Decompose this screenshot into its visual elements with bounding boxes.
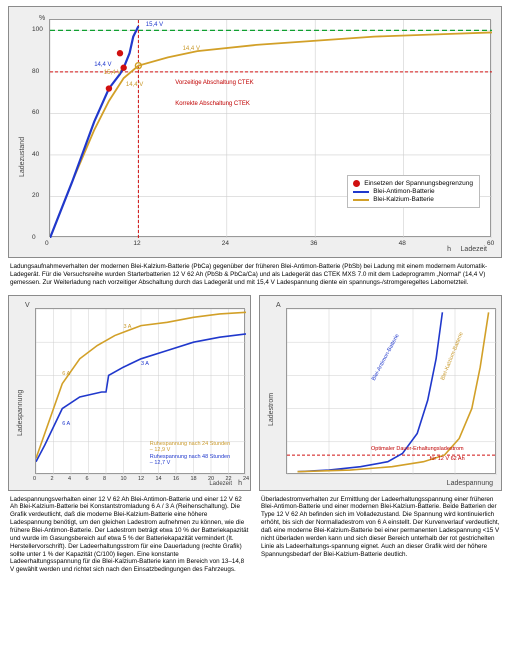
top-y-label: Ladezustand [19, 137, 26, 177]
bl-x-unit: h [238, 480, 242, 487]
bl-chart-panel: Ladespannung V h Ladezeit 02468101214161… [8, 295, 251, 491]
legend-blue-line-icon [353, 191, 369, 193]
top-plot-area: Einsetzen der Spannungsbegrenzung Blei-A… [49, 19, 491, 237]
legend-yellow-line-icon [353, 199, 369, 201]
br-x-label: Ladespannung [447, 480, 493, 487]
br-plot-area: Blei-Antimon-BatterieBlei-Kalzium-Batter… [286, 308, 496, 474]
bl-caption: Ladespannungsverhalten einer 12 V 62 Ah … [10, 496, 249, 575]
br-y-label: Ladestrom [268, 393, 275, 426]
top-caption: Ladungsaufnahmeverhalten der modernen Bl… [10, 263, 500, 287]
top-chart-panel: Ladezustand % Ladezeit h Einsetzen der S… [8, 6, 502, 258]
legend-calcium-label: Blei-Kalzium-Batterie [373, 196, 434, 203]
bl-plot-area: 0246810121416182022246 A3 A6 A3 ARuhespa… [35, 308, 245, 474]
page: Ladezustand % Ladezeit h Einsetzen der S… [0, 0, 510, 592]
top-x-label: Ladezeit [461, 246, 487, 253]
br-chart-panel: Ladestrom A Ladespannung Blei-Antimon-Ba… [259, 295, 502, 491]
br-caption: Überladestromverhalten zur Ermittlung de… [261, 496, 500, 559]
br-y-unit: A [276, 302, 281, 309]
bl-y-label: Ladespannung [17, 389, 24, 435]
top-y-unit: % [39, 15, 45, 22]
legend-dot-icon [353, 180, 360, 187]
bottom-row: Ladespannung V h Ladezeit 02468101214161… [8, 295, 502, 583]
top-x-unit: h [447, 246, 451, 253]
legend-dot-label: Einsetzen der Spannungsbegrenzung [364, 180, 473, 187]
legend-antimony-label: Blei-Antimon-Batterie [373, 188, 434, 195]
bl-y-unit: V [25, 302, 30, 309]
top-legend: Einsetzen der Spannungsbegrenzung Blei-A… [347, 175, 480, 208]
